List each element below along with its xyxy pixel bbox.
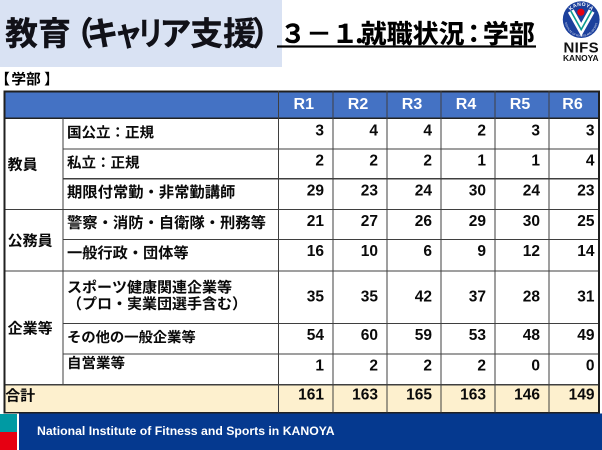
svg-text:16: 16 bbox=[307, 243, 325, 260]
svg-text:30: 30 bbox=[469, 182, 486, 199]
svg-text:12: 12 bbox=[523, 243, 540, 260]
svg-text:35: 35 bbox=[307, 288, 325, 305]
svg-text:4: 4 bbox=[423, 122, 432, 139]
svg-text:14: 14 bbox=[577, 243, 595, 260]
svg-text:R1: R1 bbox=[294, 96, 315, 113]
svg-text:2: 2 bbox=[315, 153, 324, 170]
svg-text:1: 1 bbox=[477, 153, 486, 170]
svg-text:KANOYA: KANOYA bbox=[563, 53, 599, 63]
svg-text:31: 31 bbox=[577, 288, 595, 305]
svg-text:24: 24 bbox=[523, 182, 541, 199]
svg-text:165: 165 bbox=[406, 387, 432, 404]
svg-text:29: 29 bbox=[307, 182, 325, 199]
svg-text:23: 23 bbox=[361, 182, 379, 199]
svg-text:42: 42 bbox=[415, 288, 432, 305]
svg-text:0: 0 bbox=[531, 358, 540, 375]
svg-text:10: 10 bbox=[361, 243, 378, 260]
svg-text:53: 53 bbox=[469, 327, 487, 344]
svg-text:2: 2 bbox=[423, 358, 432, 375]
svg-text:49: 49 bbox=[577, 327, 595, 344]
svg-text:163: 163 bbox=[460, 387, 486, 404]
svg-text:27: 27 bbox=[361, 213, 378, 230]
svg-text:3: 3 bbox=[586, 122, 595, 139]
svg-text:28: 28 bbox=[523, 288, 541, 305]
svg-text:National Institute of Fitness: National Institute of Fitness and Sports… bbox=[37, 424, 335, 438]
svg-text:R4: R4 bbox=[456, 96, 477, 113]
svg-text:2: 2 bbox=[477, 122, 486, 139]
svg-text:25: 25 bbox=[577, 213, 595, 230]
svg-text:24: 24 bbox=[415, 182, 433, 199]
svg-text:1: 1 bbox=[315, 358, 324, 375]
svg-text:R6: R6 bbox=[562, 96, 583, 113]
svg-text:9: 9 bbox=[477, 243, 486, 260]
svg-text:0: 0 bbox=[586, 358, 595, 375]
svg-text:54: 54 bbox=[307, 327, 325, 344]
svg-text:4: 4 bbox=[586, 153, 595, 170]
svg-text:R3: R3 bbox=[402, 96, 423, 113]
svg-text:30: 30 bbox=[523, 213, 540, 230]
svg-text:2: 2 bbox=[423, 153, 432, 170]
svg-text:4: 4 bbox=[369, 122, 378, 139]
svg-text:35: 35 bbox=[361, 288, 379, 305]
svg-text:163: 163 bbox=[352, 387, 378, 404]
svg-text:149: 149 bbox=[569, 387, 595, 404]
svg-text:2: 2 bbox=[369, 358, 378, 375]
svg-text:2: 2 bbox=[477, 358, 486, 375]
svg-text:3: 3 bbox=[315, 122, 324, 139]
svg-text:R2: R2 bbox=[348, 96, 369, 113]
svg-text:2: 2 bbox=[369, 153, 378, 170]
svg-text:R5: R5 bbox=[510, 96, 531, 113]
svg-text:59: 59 bbox=[415, 327, 433, 344]
svg-text:23: 23 bbox=[577, 182, 595, 199]
svg-text:NIFS: NIFS bbox=[564, 39, 599, 56]
svg-text:161: 161 bbox=[298, 387, 324, 404]
svg-text:3: 3 bbox=[531, 122, 540, 139]
svg-text:146: 146 bbox=[514, 387, 540, 404]
svg-text:21: 21 bbox=[307, 213, 325, 230]
svg-text:48: 48 bbox=[523, 327, 541, 344]
svg-text:26: 26 bbox=[415, 213, 433, 230]
svg-text:37: 37 bbox=[469, 288, 486, 305]
svg-text:1: 1 bbox=[531, 153, 540, 170]
svg-text:KANOYA: KANOYA bbox=[568, 2, 595, 12]
svg-text:60: 60 bbox=[361, 327, 378, 344]
svg-text:6: 6 bbox=[423, 243, 432, 260]
svg-text:29: 29 bbox=[469, 213, 487, 230]
